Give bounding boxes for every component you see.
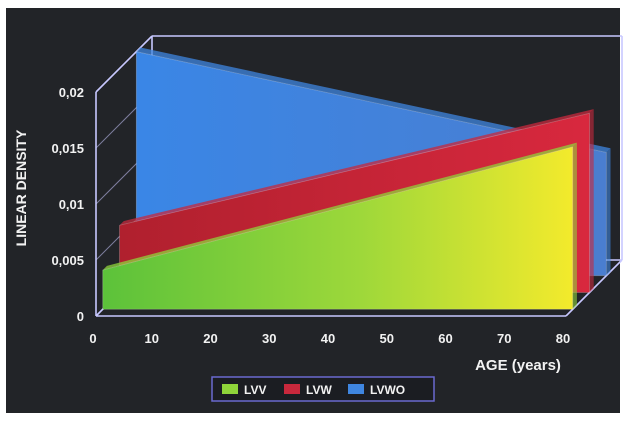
x-tick-label: 10 [145, 331, 159, 346]
series-side-lvw [589, 109, 594, 293]
legend-label: LVWO [370, 383, 405, 397]
series-lvv [102, 142, 577, 310]
x-tick-label: 30 [262, 331, 276, 346]
x-tick-label: 40 [321, 331, 335, 346]
y-tick-labels: 0 0,005 0,01 0,015 0,02 [51, 85, 84, 324]
y-axis-title: LINEAR DENSITY [13, 129, 29, 246]
x-tick-label: 0 [89, 331, 96, 346]
legend-swatch [222, 384, 238, 394]
series-area-lvv [102, 146, 574, 310]
series-top-lvw [119, 109, 594, 226]
y-tick-label: 0 [77, 309, 84, 324]
y-tick-label: 0,005 [51, 253, 84, 268]
legend-label: LVW [306, 383, 332, 397]
y-tick-label: 0,02 [59, 85, 84, 100]
x-axis-title: AGE (years) [475, 357, 561, 374]
y-tick-label: 0,01 [59, 197, 84, 212]
legend-swatch [348, 384, 364, 394]
x-tick-label: 70 [497, 331, 511, 346]
legend-swatch [284, 384, 300, 394]
legend-item-lvwo: LVWO [348, 383, 405, 397]
legend: LVV LVW LVWO [211, 376, 435, 402]
x-tick-label: 80 [556, 331, 570, 346]
series-top-lvwo [136, 47, 611, 153]
series-side-lvv [572, 142, 577, 310]
y-tick-label: 0,015 [51, 141, 84, 156]
x-tick-labels: 0 10 20 30 40 50 60 70 80 [89, 331, 570, 346]
legend-item-lvw: LVW [284, 383, 332, 397]
series-top-lvv [102, 142, 577, 271]
series-layer [102, 47, 611, 310]
x-tick-label: 50 [380, 331, 394, 346]
x-tick-label: 60 [438, 331, 452, 346]
legend-box [211, 376, 435, 402]
series-side-lvwo [606, 148, 611, 276]
wall-gridline [95, 35, 153, 93]
legend-item-lvv: LVV [222, 383, 266, 397]
legend-label: LVV [244, 383, 266, 397]
x-tick-label: 20 [203, 331, 217, 346]
